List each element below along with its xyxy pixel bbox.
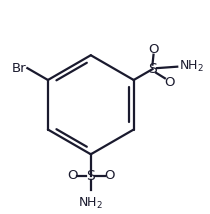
Text: NH$_2$: NH$_2$ — [179, 58, 204, 74]
Text: O: O — [67, 169, 77, 183]
Text: O: O — [164, 76, 175, 89]
Text: O: O — [148, 43, 159, 56]
Text: NH$_2$: NH$_2$ — [78, 196, 103, 211]
Text: S: S — [148, 62, 157, 76]
Text: Br: Br — [12, 62, 26, 75]
Text: S: S — [87, 169, 95, 183]
Text: O: O — [104, 169, 115, 183]
